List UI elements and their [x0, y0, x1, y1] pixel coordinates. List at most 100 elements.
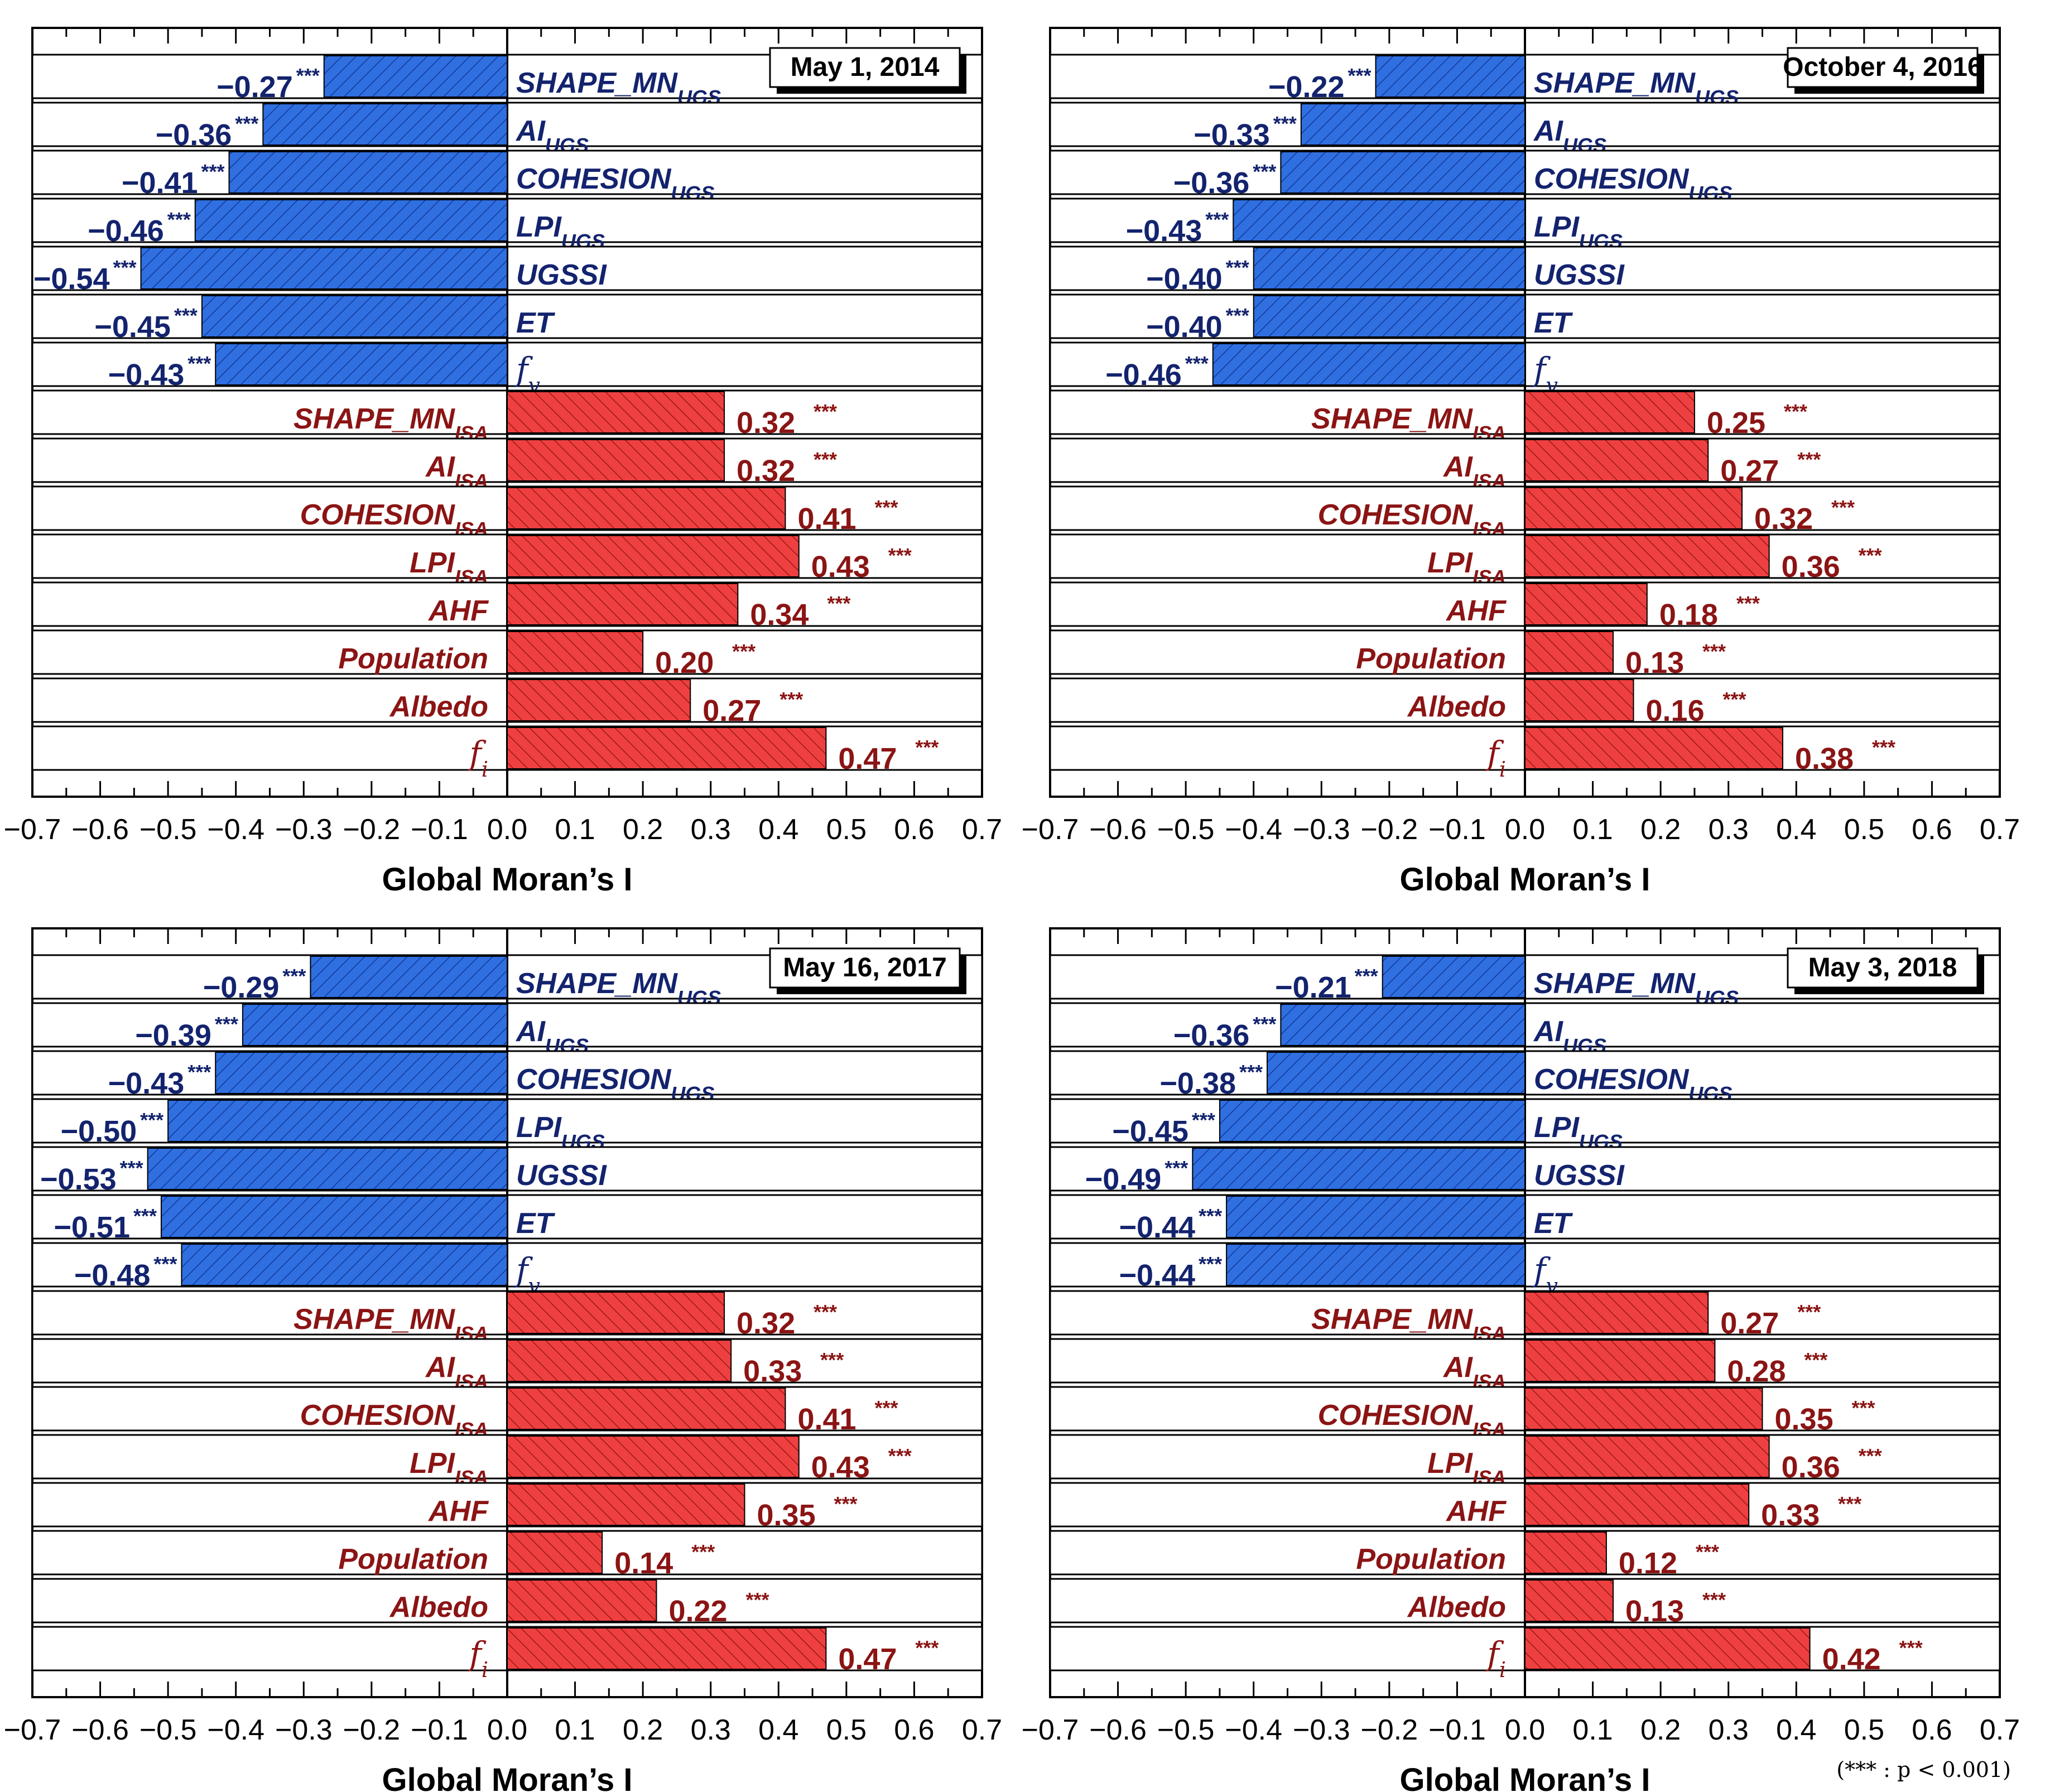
significance-stars: *** — [1899, 1636, 1923, 1659]
x-tick-label: −0.2 — [343, 813, 401, 846]
bar — [1524, 487, 1743, 529]
data-label: −0.49 — [1085, 1163, 1162, 1196]
data-label: −0.41 — [122, 166, 198, 200]
significance-stars: *** — [1192, 1109, 1215, 1131]
significance-stars: *** — [1273, 112, 1297, 135]
x-tick-label: −0.6 — [71, 813, 129, 846]
significance-stars: *** — [296, 64, 320, 87]
x-tick-label: 0.4 — [1776, 1714, 1816, 1746]
significance-stars: *** — [732, 640, 755, 663]
date-box — [1787, 47, 1979, 88]
x-tick-label: −0.3 — [1293, 813, 1350, 846]
x-tick-label: 0.0 — [487, 813, 527, 846]
significance-stars: *** — [1859, 1444, 1882, 1467]
data-label: 0.47 — [838, 1642, 897, 1676]
x-tick-label: −0.2 — [343, 1714, 401, 1746]
bar — [507, 583, 739, 625]
category-label: Albedo — [1407, 691, 1506, 723]
significance-stars: *** — [1702, 640, 1726, 663]
x-axis-title: Global Moran’s I — [1399, 861, 1650, 898]
data-label: −0.43 — [108, 358, 185, 392]
bar — [507, 1435, 800, 1478]
data-label: −0.46 — [88, 214, 164, 248]
x-tick-label: 0.5 — [1844, 813, 1884, 846]
data-label: −0.46 — [1105, 358, 1182, 392]
bar — [507, 535, 800, 577]
bar — [507, 1531, 603, 1574]
significance-stars: *** — [1205, 208, 1229, 231]
x-tick-label: 0.7 — [962, 1714, 1002, 1746]
significance-stars: *** — [187, 1061, 211, 1083]
x-tick-label: 0.1 — [1572, 813, 1613, 846]
data-label: 0.32 — [737, 1307, 795, 1340]
bar — [1300, 103, 1526, 146]
x-tick-label: −0.5 — [139, 1714, 197, 1746]
data-label: −0.44 — [1119, 1211, 1195, 1244]
category-label: UGSSI — [1534, 259, 1625, 291]
data-label: 0.27 — [702, 694, 761, 728]
data-label: 0.33 — [743, 1355, 802, 1388]
x-tick-label: −0.3 — [1293, 1714, 1350, 1746]
bar — [507, 439, 725, 481]
data-label: 0.42 — [1822, 1642, 1881, 1676]
data-label: 0.43 — [811, 1451, 870, 1484]
category-label: AHF — [427, 1495, 489, 1528]
x-axis-title: Global Moran’s I — [382, 861, 632, 898]
x-tick-label: −0.7 — [4, 813, 61, 846]
bar — [507, 1388, 786, 1430]
bar — [1280, 1004, 1526, 1046]
category-label: ET — [516, 307, 556, 339]
bar — [507, 1483, 745, 1526]
bar — [215, 1052, 508, 1094]
significance-stars: *** — [1872, 736, 1895, 759]
bar — [507, 727, 827, 769]
category-label: COHESIONUGS — [516, 1063, 714, 1105]
data-label: 0.22 — [668, 1595, 727, 1628]
bar — [507, 631, 644, 673]
chart-panel-2: −0.7 −0.6 −0.5 −0.4 −0.3 −0.2 −0.1 0.0 0.1 0.2 0.3… — [1022, 27, 2020, 898]
x-tick-label: −0.3 — [275, 813, 333, 846]
bar — [507, 679, 691, 721]
category-label: COHESIONUGS — [1534, 163, 1732, 205]
bar — [1253, 247, 1526, 290]
category-label: AIISA — [425, 1351, 488, 1393]
significance-stars: *** — [167, 208, 191, 231]
data-label: 0.35 — [1775, 1403, 1834, 1436]
data-label: −0.51 — [54, 1211, 130, 1244]
category-label: Albedo — [389, 1591, 488, 1624]
x-tick-label: 0.0 — [1505, 1714, 1545, 1746]
data-label: −0.44 — [1119, 1259, 1195, 1292]
bar — [1375, 55, 1526, 98]
x-tick-label: 0.1 — [555, 813, 595, 846]
data-label: 0.41 — [797, 1403, 856, 1436]
category-label: Albedo — [1407, 1591, 1506, 1624]
x-tick-label: 0.1 — [555, 1714, 595, 1746]
data-label: 0.13 — [1625, 646, 1684, 680]
x-tick-label: 0.6 — [1912, 813, 1952, 846]
category-label: AHF — [427, 595, 489, 627]
date-label: May 16, 2017 — [783, 953, 947, 982]
category-label: Albedo — [389, 691, 488, 723]
significance-stars: *** — [153, 1253, 177, 1275]
data-label: 0.43 — [811, 550, 870, 584]
x-tick-label: −0.4 — [207, 1714, 264, 1746]
bar — [147, 1148, 508, 1190]
data-label: −0.36 — [1173, 1019, 1250, 1052]
data-label: −0.54 — [33, 262, 110, 296]
chart-panel-4: −0.7 −0.6 −0.5 −0.4 −0.3 −0.2 −0.1 0.0 0.1 0.2 0.3… — [1022, 927, 2020, 1792]
data-label: 0.33 — [1761, 1499, 1820, 1532]
significance-stars: *** — [120, 1157, 143, 1179]
significance-stars: *** — [779, 688, 803, 711]
x-tick-label: −0.5 — [139, 813, 197, 846]
x-tick-label: −0.6 — [1089, 1714, 1147, 1746]
bar — [1524, 1388, 1763, 1430]
bar — [1524, 679, 1634, 721]
data-label: −0.36 — [1173, 166, 1250, 200]
data-label: −0.38 — [1159, 1067, 1236, 1100]
bar — [1524, 727, 1783, 769]
significance-stars: *** — [1859, 544, 1882, 567]
data-label: 0.34 — [750, 598, 809, 632]
data-label: 0.16 — [1646, 694, 1705, 728]
x-tick-label: 0.0 — [1505, 813, 1545, 846]
x-tick-label: 0.0 — [487, 1714, 527, 1746]
